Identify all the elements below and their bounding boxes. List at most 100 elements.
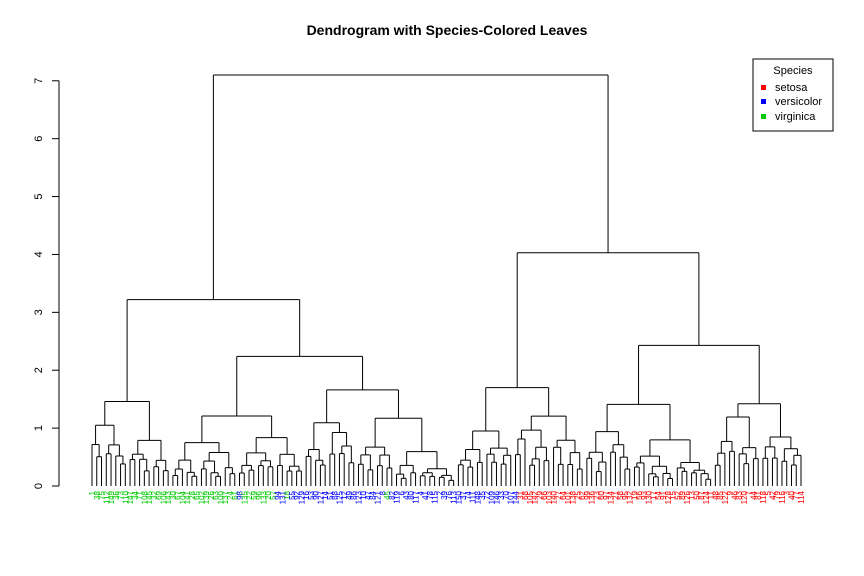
leaf-label: 149 [107, 490, 116, 504]
leaf-label: 16 [302, 490, 311, 499]
leaf-label: 115 [431, 490, 440, 503]
leaf-label: 25 [573, 490, 582, 499]
leaf-label: 131 [278, 490, 287, 504]
leaf-label: 58 [616, 490, 625, 499]
leaf-label: 56 [635, 490, 644, 499]
leaf-label: 113 [450, 490, 459, 503]
leaf-label: 12 [340, 490, 349, 499]
leaf-label: 28 [188, 490, 197, 499]
leaf-label: 138 [569, 490, 578, 504]
leaf-label: 101 [564, 490, 573, 504]
leaf-label: 91 [659, 490, 668, 499]
leaf-label: 137 [221, 490, 230, 504]
leaf-label: 116 [778, 490, 787, 503]
leaf-label: 88 [331, 490, 340, 499]
leaf-label: 35 [478, 490, 487, 499]
leaf-label: 84 [369, 490, 378, 499]
leaf-label: 4 [416, 490, 425, 495]
leaf-label: 81 [754, 490, 763, 499]
leaf-label: 7 [745, 490, 754, 495]
legend: Species setosa versicolor virginica [752, 58, 834, 132]
leaf-label: 55 [288, 490, 297, 499]
leaf-label: 132 [626, 490, 635, 504]
leaf-label: 127 [316, 490, 325, 504]
leaf-label: 122 [721, 490, 730, 504]
leaf-label: 21 [611, 490, 620, 499]
leaf-label: 140 [550, 490, 559, 504]
leaf-label: 123 [354, 490, 363, 504]
leaf-labels: 1387511214936731101473471108145326910614… [88, 490, 806, 504]
leaf-label: 32 [150, 490, 159, 499]
leaf-label: 90 [312, 490, 321, 499]
y-tick-label: 5 [33, 194, 45, 200]
legend-swatch-versicolor [761, 99, 766, 104]
leaf-label: 147 [126, 490, 135, 504]
leaf-label: 106 [159, 490, 168, 504]
leaf-label: 60 [597, 490, 606, 499]
leaf-label: 125 [335, 490, 344, 504]
leaf-label: 66 [540, 490, 549, 499]
y-tick-label: 0 [33, 483, 45, 489]
leaf-label: 85 [716, 490, 725, 499]
leaf-label: 117 [412, 490, 421, 503]
leaf-label: 134 [607, 490, 616, 504]
legend-label-versicolor: versicolor [775, 96, 822, 108]
leaf-label: 27 [554, 490, 563, 499]
legend-swatch-setosa [761, 85, 766, 90]
leaf-label: 141 [183, 490, 192, 504]
leaf-label: 19 [630, 490, 639, 499]
y-tick-label: 1 [33, 425, 45, 431]
leaf-label: 33 [497, 490, 506, 499]
leaf-label: 93 [640, 490, 649, 499]
leaf-label: 52 [673, 490, 682, 499]
leaf-label: 112 [102, 490, 111, 503]
leaf-label: 6 [397, 490, 406, 495]
leaf-label: 13 [688, 490, 697, 499]
leaf-label: 2 [435, 490, 444, 495]
leaf-label: 75 [98, 490, 107, 499]
leaf-label: 109 [488, 490, 497, 504]
leaf-label: 98 [236, 490, 245, 499]
leaf-label: 30 [169, 490, 178, 499]
y-tick-label: 2 [33, 367, 45, 373]
leaf-label: 26 [207, 490, 216, 499]
y-tick-label: 7 [33, 78, 45, 84]
leaf-label: 59 [250, 490, 259, 499]
leaf-label: 46 [730, 490, 739, 499]
leaf-label: 70 [502, 490, 511, 499]
leaf-label: 53 [307, 490, 316, 499]
leaf-label: 64 [559, 490, 568, 499]
leaf-label: 39 [440, 490, 449, 499]
leaf-label: 45 [383, 490, 392, 499]
leaf-label: 110 [121, 490, 130, 503]
leaf-label: 67 [174, 490, 183, 499]
leaf-label: 72 [483, 490, 492, 499]
leaf-label: 99 [583, 490, 592, 499]
y-tick-label: 3 [33, 309, 45, 315]
leaf-label: 69 [155, 490, 164, 499]
leaf-label: 108 [140, 490, 149, 504]
leaf-label: 24 [226, 490, 235, 499]
leaf-label: 94 [274, 490, 283, 499]
leaf-label: 50 [692, 490, 701, 499]
leaf-label: 87 [697, 490, 706, 499]
leaf-label: 146 [492, 490, 501, 504]
leaf-label: 43 [402, 490, 411, 499]
leaf-label: 48 [711, 490, 720, 499]
leaf-label: 135 [240, 490, 249, 504]
leaf-label: 73 [117, 490, 126, 499]
legend-swatch-virginica [761, 114, 766, 119]
leaf-label: 68 [521, 490, 530, 499]
leaf-label: 15 [669, 490, 678, 499]
leaf-label: 111 [469, 490, 478, 503]
leaf-label: 8 [378, 490, 387, 495]
leaf-label: 18 [283, 490, 292, 499]
leaf-label: 97 [602, 490, 611, 499]
leaf-label: 44 [749, 490, 758, 499]
leaf-label: 14 [321, 490, 330, 499]
leaf-label: 120 [740, 490, 749, 504]
y-tick-label: 4 [33, 251, 45, 257]
leaf-label: 118 [759, 490, 768, 503]
leaf-label: 89 [678, 490, 687, 499]
